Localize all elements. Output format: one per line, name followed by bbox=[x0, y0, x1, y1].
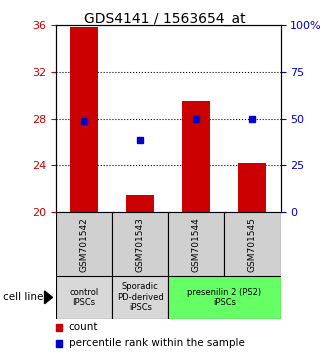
Text: count: count bbox=[69, 322, 98, 332]
Text: GSM701544: GSM701544 bbox=[192, 217, 201, 272]
Text: Sporadic
PD-derived
iPSCs: Sporadic PD-derived iPSCs bbox=[117, 282, 164, 312]
Bar bbox=[224, 212, 280, 276]
Bar bbox=[56, 276, 112, 319]
Bar bbox=[126, 195, 154, 212]
Text: percentile rank within the sample: percentile rank within the sample bbox=[69, 338, 245, 348]
Bar bbox=[112, 212, 168, 276]
Bar bbox=[168, 212, 224, 276]
Bar bbox=[56, 212, 112, 276]
Text: GDS4141 / 1563654_at: GDS4141 / 1563654_at bbox=[84, 12, 246, 27]
Bar bbox=[182, 101, 211, 212]
Text: GSM701543: GSM701543 bbox=[136, 217, 145, 272]
Polygon shape bbox=[45, 291, 52, 304]
Bar bbox=[112, 276, 168, 319]
Text: cell line: cell line bbox=[3, 292, 44, 302]
Bar bbox=[168, 276, 280, 319]
Text: GSM701545: GSM701545 bbox=[248, 217, 257, 272]
Text: presenilin 2 (PS2)
iPSCs: presenilin 2 (PS2) iPSCs bbox=[187, 288, 261, 307]
Text: control
IPSCs: control IPSCs bbox=[70, 288, 99, 307]
Bar bbox=[239, 163, 267, 212]
Bar bbox=[70, 27, 98, 212]
Text: GSM701542: GSM701542 bbox=[80, 217, 89, 272]
